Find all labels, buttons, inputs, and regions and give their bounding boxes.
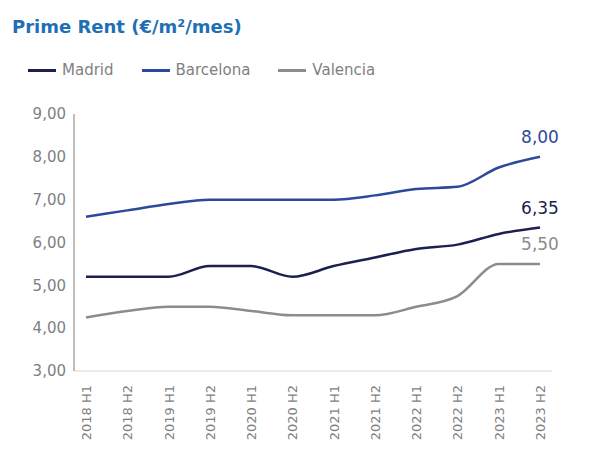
svg-text:5,00: 5,00 [33, 277, 66, 295]
svg-text:2023 H2: 2023 H2 [533, 385, 548, 440]
svg-text:2019 H1: 2019 H1 [162, 385, 177, 440]
svg-text:2022 H2: 2022 H2 [450, 385, 465, 440]
html-text:Valencia: Valencia [312, 61, 376, 79]
svg-text:6,00: 6,00 [33, 234, 66, 252]
svg-text:4,00: 4,00 [33, 319, 66, 337]
svg-text:5,50: 5,50 [521, 234, 559, 254]
svg-text:2021 H1: 2021 H1 [327, 385, 342, 440]
svg-text:8,00: 8,00 [521, 127, 559, 147]
svg-text:2022 H1: 2022 H1 [409, 385, 424, 440]
html-text:Barcelona: Barcelona [175, 61, 251, 79]
svg-text:2020 H2: 2020 H2 [285, 385, 300, 440]
svg-text:3,00: 3,00 [33, 362, 66, 380]
svg-text:9,00: 9,00 [33, 105, 66, 123]
svg-text:8,00: 8,00 [33, 148, 66, 166]
svg-text:6,35: 6,35 [521, 198, 559, 218]
svg-text:2023 H1: 2023 H1 [492, 385, 507, 440]
svg-text:2021 H2: 2021 H2 [368, 385, 383, 440]
svg-text:2020 H1: 2020 H1 [244, 385, 259, 440]
html-text:Prime Rent (€/m²/mes): Prime Rent (€/m²/mes) [12, 16, 242, 37]
svg-text:2018 H2: 2018 H2 [120, 385, 135, 440]
html-text:Madrid: Madrid [62, 61, 114, 79]
svg-text:2018 H1: 2018 H1 [79, 385, 94, 440]
svg-text:7,00: 7,00 [33, 191, 66, 209]
svg-text:2019 H2: 2019 H2 [203, 385, 218, 440]
